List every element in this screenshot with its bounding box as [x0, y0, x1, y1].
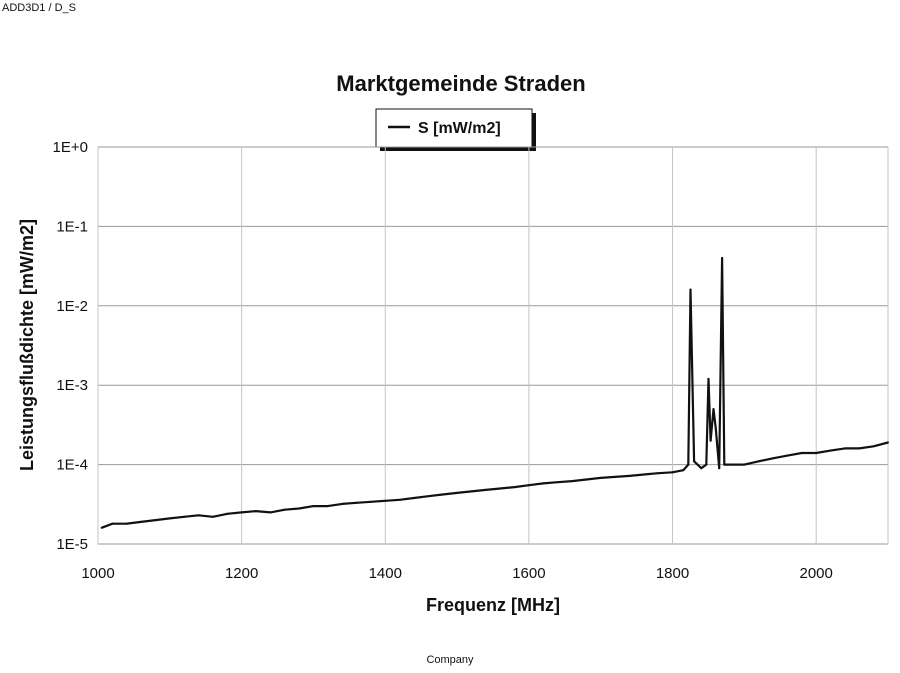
data-point — [499, 487, 502, 490]
data-point — [709, 439, 712, 442]
data-point — [312, 505, 315, 508]
data-point — [125, 522, 128, 525]
y-tick-label: 1E+0 — [53, 139, 88, 156]
data-point — [757, 460, 760, 463]
data-point — [657, 472, 660, 475]
data-point — [168, 517, 171, 520]
data-point — [687, 463, 690, 466]
y-axis-title: Leistungsflußdichte [mW/m2] — [17, 219, 37, 471]
data-point — [527, 484, 530, 487]
data-point — [456, 491, 459, 494]
data-point — [721, 257, 724, 259]
data-point — [700, 467, 703, 470]
data-point — [384, 499, 387, 502]
data-point — [689, 288, 692, 291]
data-point — [707, 377, 710, 380]
y-tick-label: 1E-2 — [56, 298, 88, 315]
y-tick-label: 1E-3 — [56, 377, 88, 394]
data-point — [355, 501, 358, 504]
data-point — [197, 514, 200, 517]
data-point — [628, 474, 631, 477]
data-point — [470, 490, 473, 493]
x-tick-label: 1400 — [369, 565, 402, 582]
data-point — [326, 505, 329, 508]
data-point — [211, 515, 214, 518]
data-point — [872, 445, 875, 448]
x-axis-title: Frequenz [MHz] — [426, 595, 560, 615]
data-point — [843, 447, 846, 450]
x-tick-label: 1200 — [225, 565, 258, 582]
data-point — [427, 495, 430, 498]
y-tick-label: 1E-4 — [56, 457, 88, 474]
series-line — [101, 256, 889, 529]
grid — [97, 146, 889, 545]
data-point — [398, 498, 401, 501]
data-point — [829, 449, 832, 452]
data-point — [723, 463, 726, 466]
data-point — [369, 500, 372, 503]
data-point — [712, 408, 715, 411]
data-point — [269, 511, 272, 514]
data-point — [693, 460, 696, 463]
legend-label: S [mW/m2] — [418, 120, 501, 137]
data-point — [786, 454, 789, 457]
data-point — [585, 478, 588, 481]
x-tick-label: 1000 — [81, 565, 114, 582]
x-tick-label: 2000 — [799, 565, 832, 582]
data-point — [571, 480, 573, 483]
data-point — [815, 452, 818, 454]
data-point — [705, 463, 708, 466]
data-point — [140, 520, 143, 523]
y-tick-label: 1E-5 — [56, 536, 88, 553]
data-point — [599, 476, 602, 479]
data-point — [484, 488, 487, 491]
x-tick-label: 1800 — [656, 565, 689, 582]
data-point — [772, 457, 775, 460]
data-point — [542, 482, 545, 485]
data-point — [556, 481, 559, 484]
data-point — [154, 519, 157, 522]
data-point — [111, 522, 114, 525]
data-point — [729, 463, 731, 466]
data-point — [642, 473, 645, 476]
data-point — [614, 475, 617, 478]
data-point — [513, 486, 516, 489]
footer-text: Company — [426, 654, 474, 666]
data-point — [858, 447, 861, 450]
series-layer — [100, 256, 889, 529]
data-point — [671, 471, 674, 474]
data-point — [718, 467, 721, 470]
data-point — [341, 502, 344, 505]
data-point — [183, 515, 186, 518]
y-tick-label: 1E-1 — [56, 218, 88, 235]
document-id: ADD3D1 / D_S — [2, 2, 76, 14]
y-axis-ticks: 1E+0 1E-1 1E-2 1E-3 1E-4 1E-5 — [53, 139, 88, 553]
data-point — [255, 510, 257, 513]
data-point — [743, 463, 746, 466]
data-point — [240, 511, 243, 514]
data-point — [298, 507, 301, 510]
data-point — [800, 452, 803, 454]
chart-title: Marktgemeinde Straden — [336, 71, 585, 96]
data-point — [714, 425, 717, 428]
data-point — [283, 508, 286, 511]
data-point — [887, 441, 889, 444]
legend: S [mW/m2] — [375, 108, 536, 151]
data-point — [682, 469, 685, 472]
x-tick-label: 1600 — [512, 565, 545, 582]
data-point — [441, 493, 444, 496]
data-point — [413, 497, 415, 499]
x-axis-ticks: 1000 1200 1400 1600 1800 2000 — [81, 565, 833, 582]
data-point — [226, 512, 229, 515]
data-point — [725, 463, 728, 466]
data-point — [100, 526, 103, 529]
